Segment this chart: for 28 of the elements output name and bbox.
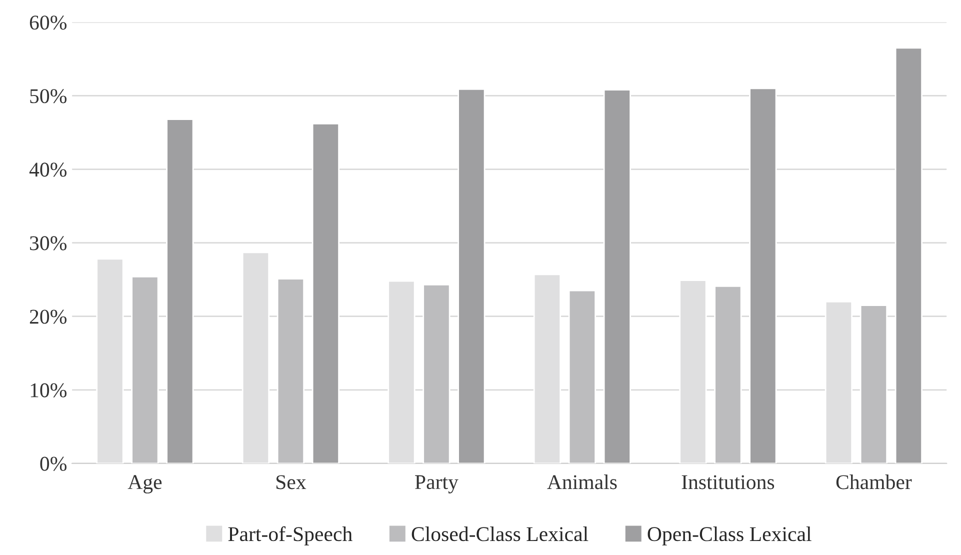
y-tick-label: 40% (29, 162, 67, 177)
x-tick-label: Sex (276, 475, 306, 490)
bar (422, 284, 450, 464)
x-tick-label: Chamber (836, 474, 912, 490)
x-tick-label: Institutions (682, 475, 774, 490)
legend-label: Open-Class Lexical (648, 526, 812, 546)
bar (458, 88, 486, 464)
y-tick-label: 60% (30, 16, 67, 30)
bar (131, 276, 159, 464)
bar (603, 89, 631, 464)
y-tick-label: 0% (40, 456, 67, 471)
x-tick-label: Party (415, 475, 458, 494)
bar (276, 278, 305, 464)
bar (860, 304, 888, 464)
y-tick-label: 50% (30, 89, 67, 104)
bar (568, 290, 596, 464)
x-tick-label: Age (128, 475, 162, 494)
y-tick-label: 10% (30, 383, 67, 398)
y-tick-label: 30% (30, 236, 67, 250)
legend-label: Closed-Class Lexical (412, 526, 588, 542)
bar (714, 286, 742, 464)
bar (166, 118, 194, 464)
bar (749, 88, 777, 464)
legend-label: Part-of-Speech (228, 526, 352, 546)
y-tick-label: 20% (30, 310, 67, 324)
x-tick-label: Animals (547, 474, 617, 490)
bar (312, 122, 340, 464)
bar (894, 47, 922, 464)
